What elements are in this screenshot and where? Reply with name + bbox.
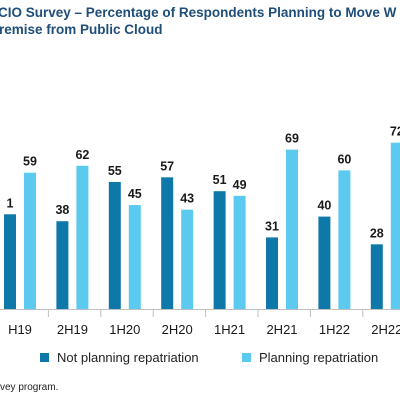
x-tick-label-2H20: 2H20 — [162, 322, 193, 337]
x-tick-label-1H21: 1H21 — [214, 322, 245, 337]
data-label-not-planning-2H22: 28 — [370, 226, 384, 240]
data-label-not-planning-2H20: 57 — [160, 159, 174, 173]
x-tick-label-H19: H19 — [8, 322, 32, 337]
bar-planning-2H20 — [181, 209, 194, 309]
bar-not-planning-1H20 — [108, 181, 121, 309]
data-label-planning-1H20: 45 — [128, 187, 142, 201]
data-label-planning-2H21: 69 — [285, 132, 299, 146]
data-label-not-planning-1H21: 51 — [213, 173, 227, 187]
data-label-planning-H19: 59 — [23, 155, 37, 169]
legend-swatch-not-planning — [40, 353, 49, 362]
data-label-not-planning-1H22: 40 — [317, 199, 331, 213]
bar-not-planning-2H19 — [56, 221, 69, 309]
legend-label-planning: Planning repatriation — [259, 350, 379, 365]
bar-planning-H19 — [24, 172, 36, 309]
data-label-planning-1H22: 60 — [337, 152, 351, 166]
legend-item-not-planning: Not planning repatriation — [40, 350, 199, 365]
bar-planning-2H19 — [76, 165, 89, 309]
bar-not-planning-1H22 — [318, 216, 331, 309]
legend-swatch-planning — [242, 353, 251, 362]
chart-legend: Not planning repatriation Planning repat… — [0, 350, 400, 370]
legend-label-not-planning: Not planning repatriation — [57, 350, 199, 365]
chart-title-line-1: CIO Survey – Percentage of Respondents P… — [0, 5, 397, 20]
bar-not-planning-1H21 — [213, 191, 226, 309]
bar-planning-1H21 — [233, 195, 246, 309]
bar-not-planning-2H21 — [266, 237, 278, 309]
data-label-planning-2H20: 43 — [180, 192, 194, 206]
chart-title-line-2: remise from Public Cloud — [0, 22, 163, 37]
data-label-not-planning-2H19: 38 — [55, 203, 69, 217]
bar-not-planning-2H22 — [370, 244, 383, 309]
bar-planning-1H20 — [128, 205, 141, 309]
source-note: vey program. — [0, 382, 59, 393]
bar-planning-1H22 — [338, 170, 351, 309]
bar-planning-2H22 — [390, 142, 400, 309]
legend-item-planning: Planning repatriation — [242, 350, 378, 365]
bar-not-planning-H19 — [4, 214, 16, 309]
x-tick-label-1H22: 1H22 — [319, 322, 350, 337]
x-tick-label-2H22: 2H22 — [371, 322, 400, 337]
bar-planning-2H21 — [286, 149, 298, 309]
bar-not-planning-2H20 — [161, 177, 174, 309]
data-label-not-planning-H19: 1 — [7, 196, 14, 210]
data-label-not-planning-2H21: 31 — [265, 219, 279, 233]
data-label-not-planning-1H20: 55 — [108, 164, 122, 178]
x-tick-label-1H20: 1H20 — [109, 322, 140, 337]
data-label-planning-2H19: 62 — [75, 148, 89, 162]
data-label-planning-1H21: 49 — [233, 178, 247, 192]
chart-title: CIO Survey – Percentage of Respondents P… — [0, 4, 400, 38]
x-tick-label-2H21: 2H21 — [266, 322, 297, 337]
x-tick-label-2H19: 2H19 — [57, 322, 88, 337]
data-label-planning-2H22: 72 — [390, 125, 400, 139]
